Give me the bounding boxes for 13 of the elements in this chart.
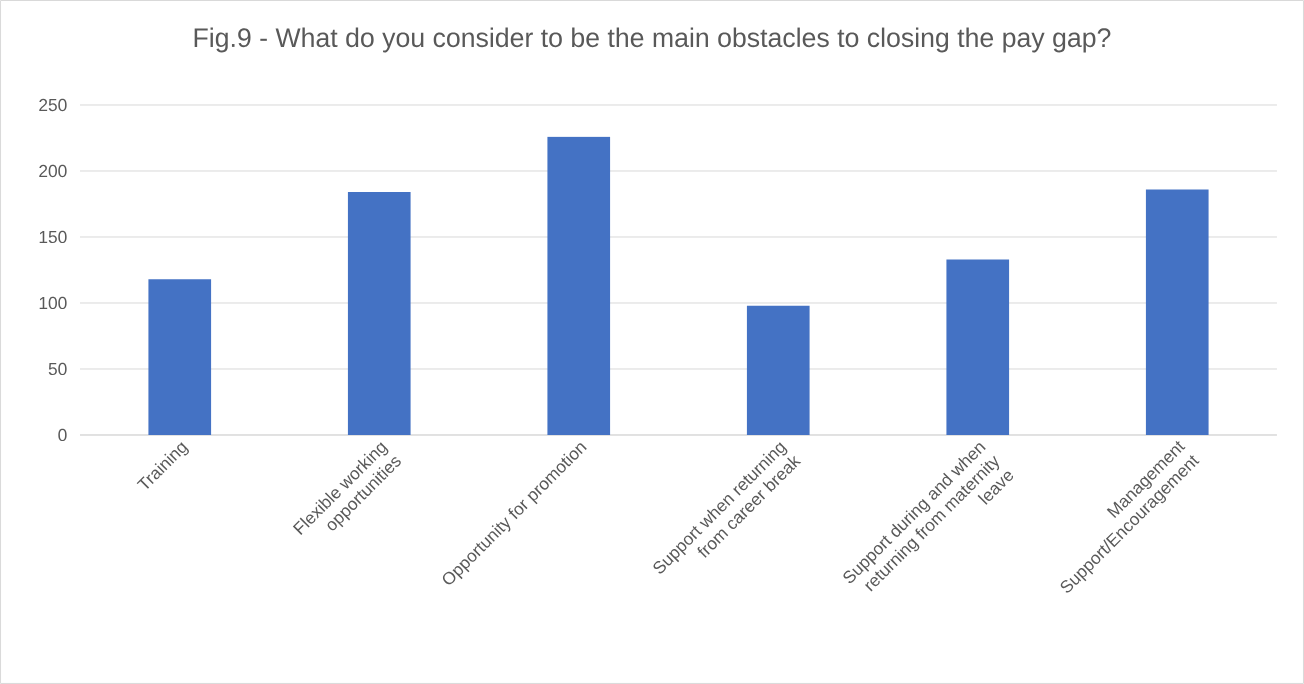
bar [347, 192, 411, 435]
bar [746, 305, 810, 435]
bar [1145, 189, 1209, 435]
y-tick-label: 50 [48, 362, 67, 376]
chart-title: Fig.9 - What do you consider to be the main obstacles to closing the pay gap? [194, 27, 1111, 53]
bar [547, 136, 611, 435]
bar [946, 259, 1010, 435]
y-tick-label: 200 [39, 164, 67, 178]
y-tick-label: 0 [58, 428, 67, 442]
y-tick-label: 250 [39, 98, 67, 112]
y-tick-label: 100 [39, 296, 67, 310]
bar [148, 279, 212, 435]
y-tick-label: 150 [39, 230, 67, 244]
